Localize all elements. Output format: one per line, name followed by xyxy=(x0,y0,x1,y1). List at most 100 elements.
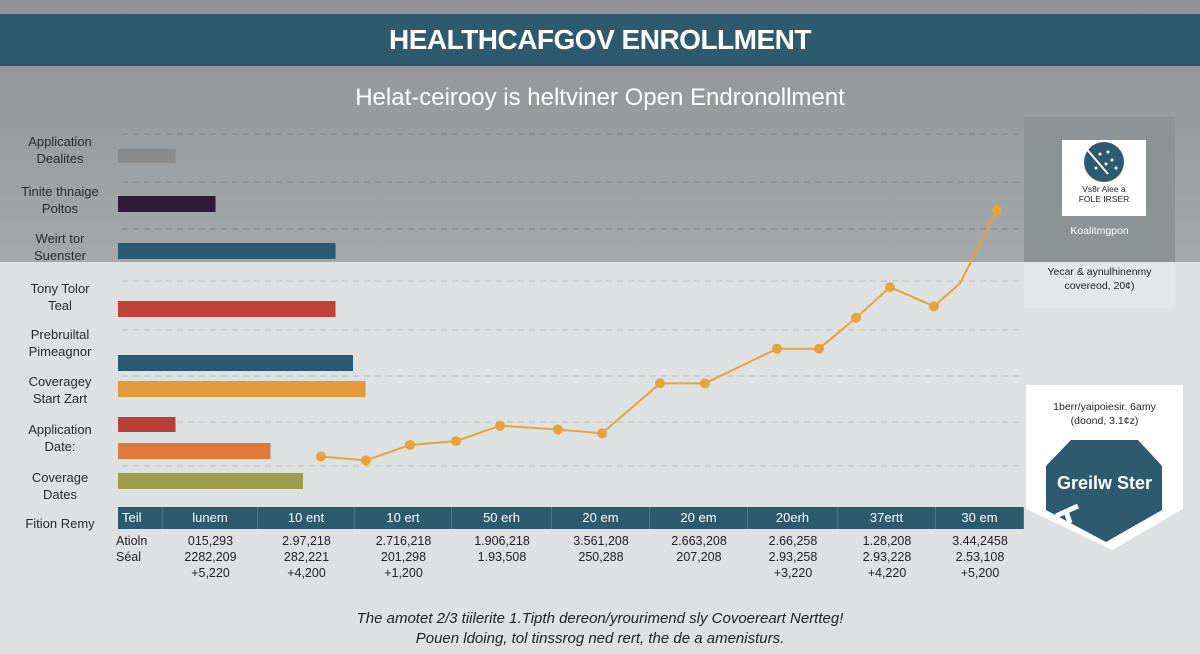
table-cell: 2.93,228 xyxy=(862,550,912,564)
bar-label-line: Weirt tor xyxy=(35,231,85,246)
table-cell xyxy=(649,565,749,581)
line-point xyxy=(405,439,415,450)
table-column: 2.716,218 201,298 +1,200 xyxy=(354,533,454,581)
table-cell: +4,200 xyxy=(287,566,326,580)
table-cell xyxy=(452,565,552,581)
bar xyxy=(118,196,216,212)
table-cell: 2.716,218 xyxy=(375,534,432,548)
table-cell: 1.28,208 xyxy=(862,534,912,548)
card-text: Vs8r Alee a xyxy=(1082,184,1126,194)
line-point xyxy=(451,436,461,447)
line-point xyxy=(772,343,782,354)
bar-label-line: Dates xyxy=(43,487,77,502)
table-header-row: Teil lunem 10 ent 10 ert 50 erh 20 em 20 em 20e… xyxy=(118,507,1024,529)
bar-label-line: Prebruiltal xyxy=(30,327,90,342)
bar-label-line: Dealites xyxy=(36,151,84,166)
table-cell: 2282,209 xyxy=(184,550,237,564)
bar-label-line: Tony Tolor xyxy=(30,281,90,296)
info-panel: Vs8r Alee a FOLE IRSER Koalitmgpon xyxy=(1024,117,1175,262)
bar-label: Application Dealites xyxy=(0,133,120,167)
table-header-cell: 37ertt xyxy=(838,507,936,529)
line-point xyxy=(885,282,895,293)
table-header-cell: 30 em xyxy=(936,507,1024,529)
bar xyxy=(118,149,176,163)
table-cell: 2.663,208 xyxy=(671,534,727,548)
table-header-cell: 20erh xyxy=(748,507,838,529)
table-cell xyxy=(551,565,651,581)
bar-label-line: Poltos xyxy=(41,201,79,216)
table-column: 3.44,2458 2.53,108 +5,200 xyxy=(930,533,1030,581)
bar-label-line: Teal xyxy=(48,298,72,313)
badge-label: Greilw Ster xyxy=(1056,473,1153,493)
line-point xyxy=(553,424,563,435)
page-title: HEALTHCAFGOV ENROLLMENT xyxy=(0,14,1200,66)
table-cell: 3.44,2458 xyxy=(952,534,1008,548)
table-column: 1.28,208 2.93,228 +4,220 xyxy=(837,533,937,581)
table-header-cell: 20 em xyxy=(552,507,650,529)
line-point xyxy=(316,451,326,462)
card-caption: Koalitmgpon xyxy=(1070,225,1129,237)
bar-label: Prebruiltal Pimeagnor xyxy=(0,326,120,360)
line-point xyxy=(851,312,861,323)
bar xyxy=(118,301,336,317)
table-header-cell: lunem xyxy=(163,507,258,529)
table-column: 3.561,208 250,288 xyxy=(551,533,651,581)
bar xyxy=(118,473,303,489)
bar-label-line: Application xyxy=(28,134,92,149)
table-cell: 1.93,508 xyxy=(477,550,527,564)
bar-label-line: Coverage xyxy=(31,470,89,485)
table-header-cell: 10 ent xyxy=(258,507,355,529)
bar-label-line: Start Zart xyxy=(32,391,88,406)
bar xyxy=(118,243,336,259)
row-label: Atioln xyxy=(116,534,148,548)
card-text: FOLE IRSER xyxy=(1078,194,1130,204)
line-point xyxy=(814,343,824,354)
table-column: 2.66,258 2.93,258 +3,220 xyxy=(743,533,843,581)
table-cell: 1.906,218 xyxy=(474,534,530,548)
line-point xyxy=(495,420,505,431)
row-label: Séal xyxy=(116,550,142,564)
document-icon xyxy=(1083,142,1124,182)
page-subtitle: Helat-ceirooy is heltviner Open Endronol… xyxy=(355,84,845,111)
table-cell: 2.66,258 xyxy=(768,534,818,548)
table-cell: +5,200 xyxy=(960,566,1000,580)
line-point xyxy=(992,205,1002,216)
table-cell: 2.93,258 xyxy=(768,550,818,564)
line-point xyxy=(655,378,665,389)
footer-line: Pouen ldoing, tol tinssrog ned rert, the… xyxy=(415,630,785,647)
bar-label-line: Tinite thnaige xyxy=(21,184,99,199)
line-series xyxy=(320,209,998,462)
table-cell: 3.561,208 xyxy=(573,534,629,548)
table-cell: 201,298 xyxy=(380,550,427,564)
table-cell: +3,220 xyxy=(773,566,813,580)
bar-label: Application Date: xyxy=(0,421,120,455)
table-cell: +1,200 xyxy=(384,566,423,580)
badge-text: (doond, 3.1¢z) xyxy=(1070,415,1139,427)
line-point xyxy=(700,378,710,389)
table-row-title: Fition Remy xyxy=(25,516,95,531)
badge-text: 1berr/yaipoiesir. 6amy xyxy=(1053,401,1156,413)
info-card: Vs8r Alee a FOLE IRSER xyxy=(1062,140,1146,216)
table-cell: 250,288 xyxy=(578,550,624,564)
bar-label-line: Coveragey xyxy=(28,374,92,389)
row-labels: Atioln Séal xyxy=(98,533,158,565)
table-cell: 2.53,108 xyxy=(955,550,1005,564)
bar-label: Coverage Dates xyxy=(0,469,120,503)
table-header-cell: 50 erh xyxy=(452,507,552,529)
bar-label-line: Suenster xyxy=(33,248,87,263)
shield-badge-icon xyxy=(1046,440,1162,542)
table-cell: 015,293 xyxy=(187,534,234,548)
bar xyxy=(118,355,353,371)
note-text: covereod, 20¢) xyxy=(1064,280,1135,292)
bar-label-line: Application xyxy=(28,422,92,437)
note-text: Yecar & aynulhinenmy xyxy=(1047,266,1152,278)
table-header-cell: Teil xyxy=(118,507,163,529)
line-point xyxy=(929,301,939,312)
bar-label-line: Date: xyxy=(44,439,76,454)
table-header-cell: 20 em xyxy=(650,507,748,529)
table-cell: +4,220 xyxy=(867,566,907,580)
table-cell: 2.97,218 xyxy=(282,534,331,548)
bar xyxy=(118,417,176,432)
table-header-cell: 10 ert xyxy=(355,507,452,529)
